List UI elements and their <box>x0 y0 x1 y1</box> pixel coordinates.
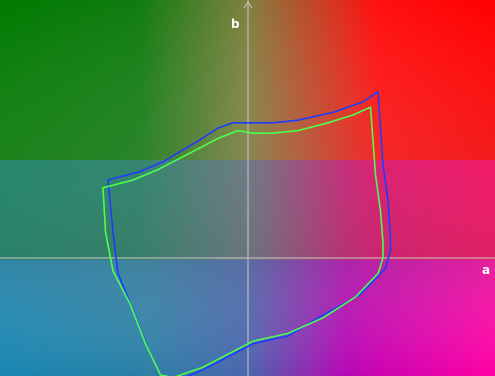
b-axis-arrowhead <box>243 1 253 9</box>
gamut-outline-2 <box>102 106 384 376</box>
a-axis-label: a <box>482 263 490 277</box>
gamut-series <box>102 90 392 376</box>
b-axis-label: b <box>231 17 240 31</box>
gamut-outline-1 <box>107 90 392 376</box>
